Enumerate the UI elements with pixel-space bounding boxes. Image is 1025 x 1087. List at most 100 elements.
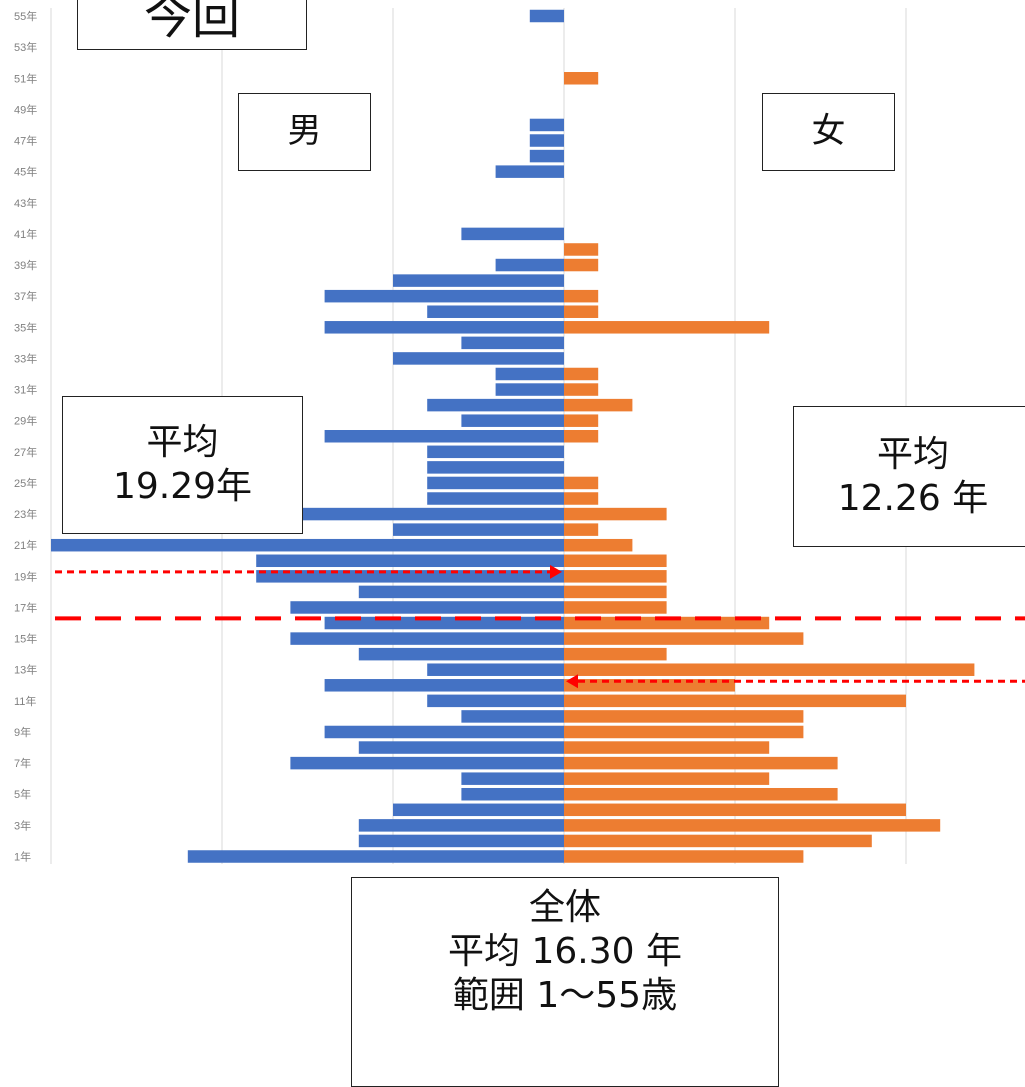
female-bar [564,492,599,505]
male-bar [358,819,564,832]
overall-label: 全体 [528,887,601,928]
female-bar [564,398,633,412]
male-bar [461,787,564,801]
female-bar [564,741,770,754]
male-bar [358,834,564,848]
male-bar [529,9,564,23]
chart-title-box: 今回 [77,0,307,50]
y-tick-label: 53年 [14,40,37,54]
y-tick-label: 27年 [14,445,37,459]
male-bar [187,850,565,863]
y-tick-label: 23年 [14,507,37,521]
female-average-arrowhead [566,674,578,689]
y-tick-label: 49年 [14,102,37,116]
female-bar [564,601,667,614]
female-bars [564,72,975,863]
female-bar [564,585,667,599]
overall-average: 平均 16.30 年 [448,930,682,972]
y-tick-label: 37年 [14,289,37,303]
female-bar [564,803,906,817]
male-bar [324,289,564,303]
y-tick-label: 55年 [14,9,37,23]
female-bar [564,756,838,770]
y-tick-label: 3年 [14,818,31,832]
y-tick-label: 25年 [14,476,37,490]
male-average-arrowhead [550,564,562,579]
male-bar [358,585,564,599]
female-bar [564,663,975,676]
y-tick-label: 35年 [14,320,37,334]
y-tick-label: 15年 [14,632,37,646]
male-bar [495,367,564,381]
male-bar [495,165,564,178]
female-bar [564,538,633,552]
female-bar [564,850,804,863]
average-markers [55,564,1025,689]
male-bar [393,274,564,287]
male-bar [529,118,564,132]
y-tick-label: 43年 [14,196,37,210]
male-bar [290,601,564,614]
female-bar [564,430,599,443]
female-average-value: 12.26 年 [837,477,989,519]
female-bar [564,305,599,318]
male-bar [290,632,564,645]
y-tick-label: 33年 [14,351,37,365]
y-tick-label: 39年 [14,258,37,272]
male-bar [495,258,564,272]
y-tick-label: 21年 [14,538,37,552]
male-average-box: 平均 19.29年 [62,396,303,534]
y-tick-label: 5年 [14,787,31,801]
female-bar [564,694,906,708]
male-bar [358,741,564,754]
female-bar [564,725,804,739]
female-bar [564,834,872,848]
male-average-label: 平均 [146,422,219,464]
female-bar [564,647,667,661]
male-bar [529,134,564,147]
male-bar [324,321,564,334]
female-bar [564,570,667,583]
male-bar [324,679,564,692]
y-tick-label: 47年 [14,134,37,148]
female-bar [564,632,804,645]
male-average-value: 19.29年 [112,466,253,507]
female-bar [564,819,941,832]
y-axis-ticks: 1年 3年 5年 7年 9年 11年 13年 15年 17年 19年 21年 23年 25年 27年 29年… [14,9,37,864]
female-bar [564,787,838,801]
male-bar [495,383,564,396]
male-bar [427,445,564,459]
male-bar [461,772,564,785]
female-average-box: 平均 12.26 年 [793,406,1025,547]
female-bar [564,321,770,334]
female-bar [564,243,599,256]
female-bar [564,679,735,692]
male-bar [427,476,564,490]
chart-title: 今回 [143,0,240,46]
y-tick-label: 7年 [14,756,31,770]
male-bar [461,710,564,723]
y-tick-label: 41年 [14,227,37,241]
y-tick-label: 9年 [14,725,31,739]
male-bar [51,538,564,552]
male-label-box: 男 [238,93,371,171]
female-bar [564,367,599,381]
y-tick-label: 29年 [14,414,37,428]
female-bar [564,289,599,303]
male-label: 男 [287,111,322,152]
male-bar [324,725,564,739]
male-bar [427,305,564,318]
male-bar [529,149,564,163]
male-bar [427,663,564,676]
overall-summary-box: 全体 平均 16.30 年 範囲 1～55歳 [351,877,779,1087]
female-bar [564,523,599,536]
female-bar [564,476,599,490]
female-bar [564,258,599,272]
female-label-box: 女 [762,93,895,171]
y-tick-label: 11年 [14,694,36,708]
male-bar [427,492,564,505]
female-bar [564,72,599,85]
female-bar [564,383,599,396]
male-bar [393,523,564,536]
